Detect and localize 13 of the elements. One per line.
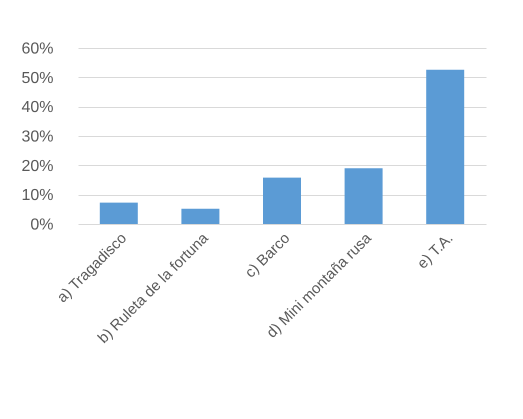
- bar: [344, 168, 383, 224]
- y-tick-label: 60%: [21, 40, 54, 58]
- y-tick-label: 0%: [30, 216, 54, 234]
- y-tick-label: 50%: [21, 70, 54, 87]
- bar: [426, 70, 464, 224]
- y-tick-label: 40%: [21, 99, 54, 116]
- y-tick-label: 30%: [21, 128, 54, 146]
- bar: [100, 202, 138, 224]
- bar: [181, 208, 220, 224]
- bar: [263, 178, 301, 224]
- y-tick-label: 20%: [21, 158, 54, 175]
- y-tick-label: 10%: [21, 187, 54, 204]
- x-tick-label: e) T.A.: [414, 230, 457, 272]
